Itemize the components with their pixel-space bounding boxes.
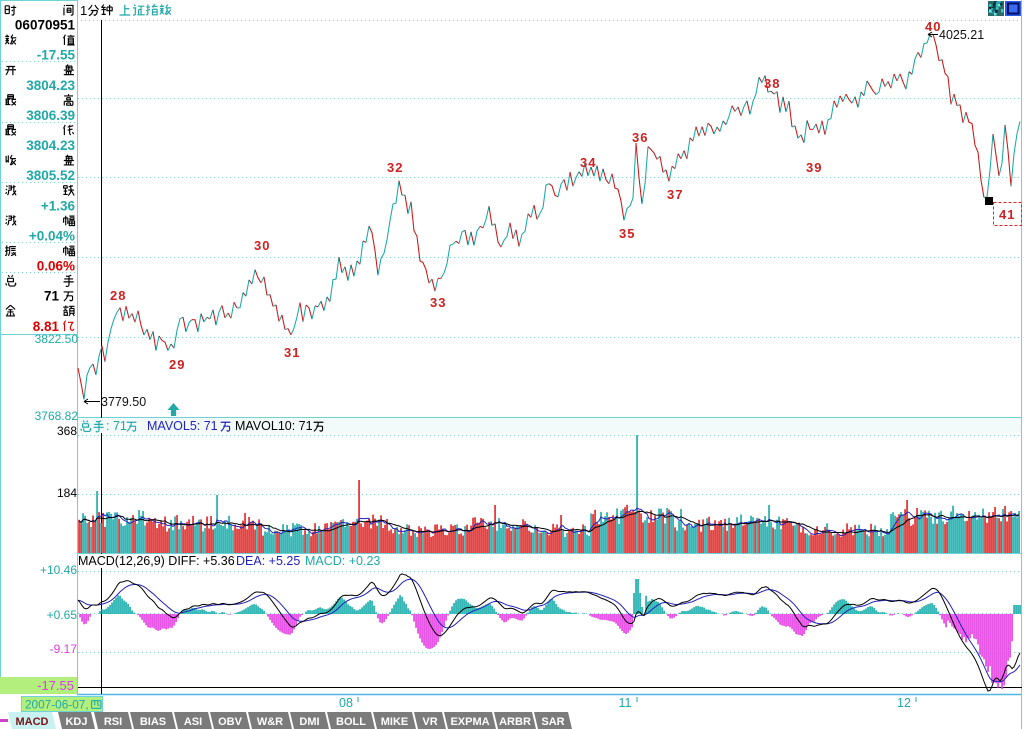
svg-text:36: 36 xyxy=(632,130,648,145)
svg-text:31: 31 xyxy=(284,345,300,360)
svg-text:KDJ: KDJ xyxy=(65,716,87,728)
svg-text:11: 11 xyxy=(619,696,632,710)
svg-text:29: 29 xyxy=(169,357,185,372)
svg-text:-17.55: -17.55 xyxy=(37,678,74,693)
svg-text:34: 34 xyxy=(580,155,596,170)
svg-text:184: 184 xyxy=(57,486,77,500)
svg-text:MAVOL5: 71: MAVOL5: 71 xyxy=(147,419,218,433)
svg-text:08: 08 xyxy=(339,696,353,710)
svg-text:MACD: MACD xyxy=(16,716,49,728)
svg-text:ASI: ASI xyxy=(184,716,202,728)
svg-text:0.06%: 0.06% xyxy=(37,259,75,274)
svg-text:DEA: +5.25: DEA: +5.25 xyxy=(236,554,300,568)
svg-text:-9.17: -9.17 xyxy=(50,642,78,656)
svg-text:ARBR: ARBR xyxy=(499,716,531,728)
svg-text:32: 32 xyxy=(387,160,403,175)
svg-text:+0.65: +0.65 xyxy=(47,608,78,622)
svg-text:-17.55: -17.55 xyxy=(37,48,76,63)
svg-text:3822.50: 3822.50 xyxy=(35,332,79,346)
svg-text:MAVOL10: 71: MAVOL10: 71 xyxy=(235,419,313,433)
svg-text:+0.04%: +0.04% xyxy=(29,228,75,243)
svg-text:MIKE: MIKE xyxy=(381,716,409,728)
svg-text:DMI: DMI xyxy=(299,716,319,728)
svg-text:368: 368 xyxy=(57,424,77,438)
svg-text:3779.50: 3779.50 xyxy=(101,395,146,409)
svg-text:39: 39 xyxy=(806,160,822,175)
svg-text:+10.46: +10.46 xyxy=(40,563,77,577)
svg-text:3804.23: 3804.23 xyxy=(26,78,75,93)
svg-text:: 71: : 71 xyxy=(106,419,127,433)
svg-text:W&R: W&R xyxy=(257,716,283,728)
svg-text:30: 30 xyxy=(254,238,270,253)
svg-text:40: 40 xyxy=(925,19,941,34)
svg-text:71: 71 xyxy=(44,289,60,304)
svg-text:33: 33 xyxy=(430,295,446,310)
svg-text:1: 1 xyxy=(80,3,87,18)
svg-text:SAR: SAR xyxy=(541,716,564,728)
svg-text:3805.52: 3805.52 xyxy=(26,168,75,183)
svg-text:RSI: RSI xyxy=(104,716,122,728)
svg-text:OBV: OBV xyxy=(218,716,243,728)
svg-text:3804.23: 3804.23 xyxy=(26,138,75,153)
svg-text:4025.21: 4025.21 xyxy=(939,28,984,42)
svg-text:MACD: +0.23: MACD: +0.23 xyxy=(305,554,380,568)
svg-text:38: 38 xyxy=(764,76,780,91)
svg-text:+1.36: +1.36 xyxy=(41,198,76,213)
svg-text:8.81: 8.81 xyxy=(33,319,60,334)
svg-text:37: 37 xyxy=(667,187,683,202)
svg-text:BIAS: BIAS xyxy=(140,716,166,728)
svg-text:EXPMA: EXPMA xyxy=(450,716,489,728)
svg-text:12: 12 xyxy=(897,696,911,710)
svg-text:28: 28 xyxy=(110,288,126,303)
svg-text:VR: VR xyxy=(422,716,437,728)
svg-text:MACD(12,26,9) DIFF: +5.36: MACD(12,26,9) DIFF: +5.36 xyxy=(78,554,235,568)
svg-text:41: 41 xyxy=(999,207,1015,222)
svg-text:35: 35 xyxy=(619,226,635,241)
svg-text:BOLL: BOLL xyxy=(336,716,366,728)
svg-text:2007-06-07,: 2007-06-07, xyxy=(25,698,89,712)
svg-text:3768.82: 3768.82 xyxy=(35,409,79,423)
svg-text:06070951: 06070951 xyxy=(15,18,76,33)
svg-text:3806.39: 3806.39 xyxy=(26,108,75,123)
